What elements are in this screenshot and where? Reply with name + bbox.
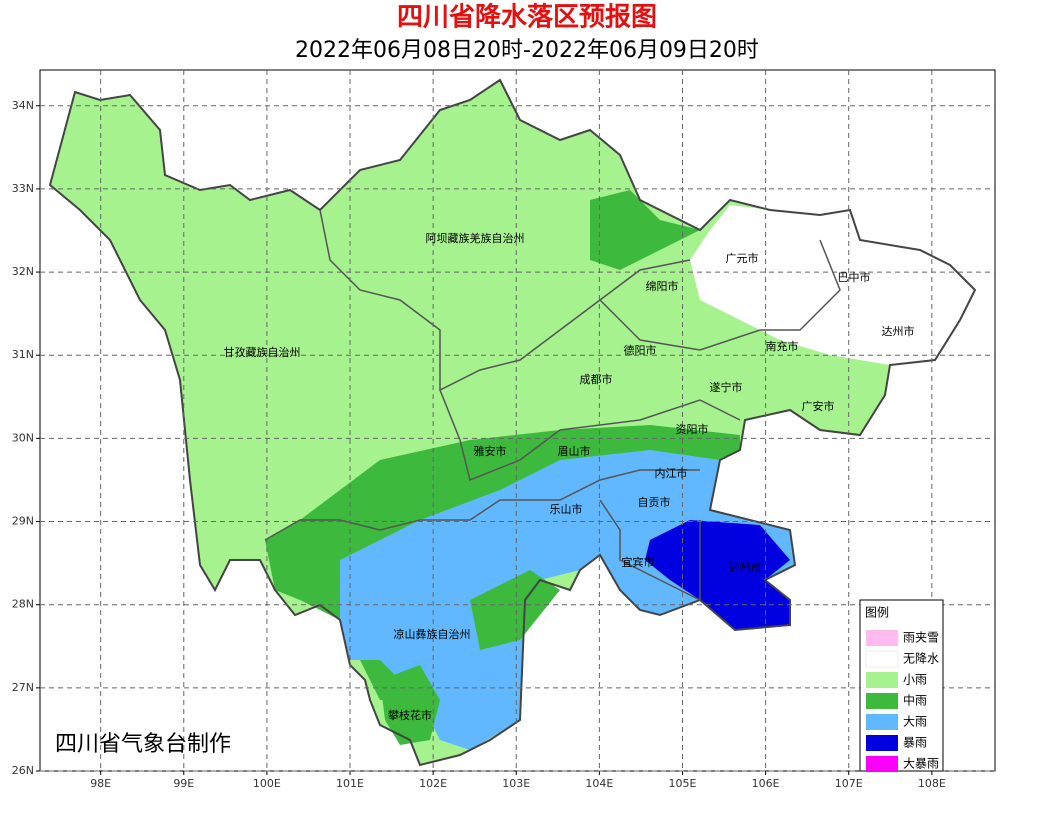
precipitation-areas — [48, 78, 977, 767]
legend-label: 大雨 — [903, 715, 927, 729]
city-label: 雅安市 — [474, 444, 507, 458]
legend-swatch — [866, 756, 898, 772]
legend-label: 小雨 — [903, 673, 927, 687]
x-tick-label: 99E — [173, 777, 194, 790]
y-tick-label: 30N — [12, 431, 34, 444]
x-tick-label: 98E — [90, 777, 111, 790]
x-tick-label: 102E — [419, 777, 447, 790]
x-tick-label: 104E — [585, 777, 613, 790]
legend-swatch — [866, 672, 898, 688]
y-tick-label: 33N — [12, 182, 34, 195]
legend-swatch — [866, 735, 898, 751]
y-tick-label: 28N — [12, 598, 34, 611]
prefecture-border — [439, 389, 741, 482]
prefecture-border — [599, 499, 701, 602]
x-tick-label: 108E — [918, 777, 946, 790]
y-tick-label: 29N — [12, 515, 34, 528]
x-tick-label: 106E — [752, 777, 780, 790]
city-label: 成都市 — [580, 372, 613, 386]
city-label: 自贡市 — [638, 495, 671, 509]
moderate-rain-area — [590, 190, 700, 270]
no-rain-area — [690, 205, 975, 365]
title: 四川省降水落区预报图 — [397, 2, 657, 33]
y-tick-label: 31N — [12, 348, 34, 361]
city-label: 绵阳市 — [646, 279, 679, 293]
prefecture-border — [264, 469, 700, 541]
city-label: 阿坝藏族羌族自治州 — [426, 231, 525, 245]
x-tick-label: 100E — [253, 777, 281, 790]
city-label: 乐山市 — [550, 502, 583, 516]
moderate-rain-area — [380, 665, 440, 745]
city-label: 凉山彝族自治州 — [394, 627, 471, 641]
city-label: 宜宾市 — [622, 555, 655, 569]
graticule: 98E 99E 100E 101E 102E 103E 104E 105E 106E 107E 10… — [12, 70, 995, 790]
city-label: 攀枝花市 — [388, 708, 432, 722]
city-label: 眉山市 — [558, 444, 591, 458]
legend-swatch — [865, 650, 899, 668]
city-label: 达州市 — [882, 324, 915, 338]
legend-swatch — [866, 714, 898, 730]
rainstorm-area — [645, 520, 790, 630]
legend-label: 雨夹雪 — [903, 631, 939, 645]
legend-swatch — [866, 693, 898, 709]
city-label: 南充市 — [766, 339, 799, 353]
city-label: 甘孜藏族自治州 — [224, 345, 301, 359]
x-tick-label: 103E — [502, 777, 530, 790]
prefecture-border — [319, 209, 691, 392]
legend-label: 中雨 — [903, 693, 927, 708]
city-label: 泸州市 — [729, 560, 762, 574]
y-tick-label: 27N — [12, 681, 34, 694]
subtitle: 2022年06月08日20时-2022年06月09日20时 — [295, 38, 759, 63]
legend-label: 无降水 — [903, 652, 939, 666]
city-label: 巴中市 — [838, 270, 871, 284]
province-border — [48, 78, 977, 767]
y-tick-label: 26N — [12, 764, 34, 777]
city-label: 内江市 — [655, 466, 688, 480]
y-tick-label: 32N — [12, 265, 34, 278]
legend-title: 图例 — [865, 606, 889, 620]
city-label: 广元市 — [726, 251, 759, 265]
x-tick-label: 105E — [669, 777, 697, 790]
city-label: 遂宁市 — [710, 380, 743, 394]
credit: 四川省气象台制作 — [55, 732, 231, 757]
city-label: 广安市 — [802, 399, 835, 413]
x-tick-label: 101E — [336, 777, 364, 790]
city-label: 资阳市 — [676, 422, 709, 436]
y-tick-label: 34N — [12, 99, 34, 112]
city-label: 德阳市 — [624, 343, 657, 357]
legend-label: 大暴雨 — [903, 757, 939, 771]
x-tick-label: 107E — [835, 777, 863, 790]
legend-label: 暴雨 — [903, 736, 927, 750]
moderate-rain-area — [470, 570, 560, 650]
prefecture-border — [599, 239, 841, 351]
legend-swatch — [866, 630, 898, 646]
